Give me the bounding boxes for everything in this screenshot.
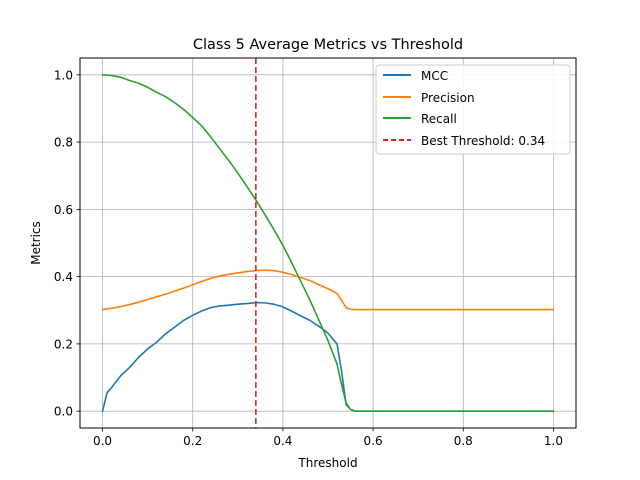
x-tick-label: 0.2 [183,434,202,448]
y-axis-ticks: 0.0 0.2 0.4 0.6 0.8 1.0 [54,68,80,419]
axes-frame [79,57,577,429]
y-tick-label: 1.0 [54,68,73,82]
y-tick-label: 0.8 [54,136,73,150]
y-tick-label: 0.2 [54,337,73,351]
x-axis-label: Threshold [297,456,357,470]
y-tick-label: 0.6 [54,203,73,217]
y-tick-label: 0.0 [54,405,73,419]
series-line-recall [101,74,555,412]
y-axis-label: Metrics [29,221,43,265]
chart-title: Class 5 Average Metrics vs Threshold [193,37,463,53]
legend-box [375,64,571,155]
y-tick-label: 0.4 [54,270,73,284]
legend: MCC Precision Recall Best Threshold: 0.3… [375,64,571,155]
x-tick-label: 0.4 [273,434,292,448]
series-line-precision [101,269,555,311]
x-tick-label: 0.6 [364,434,383,448]
x-axis-ticks: 0.0 0.2 0.4 0.6 0.8 1.0 [93,428,563,448]
legend-mcc-label: MCC [421,69,448,83]
series-lines [101,74,555,412]
x-tick-label: 1.0 [544,434,563,448]
legend-recall-label: Recall [421,112,457,126]
legend-precision-label: Precision [421,91,475,105]
x-tick-label: 0.0 [93,434,112,448]
legend-best-threshold-label: Best Threshold: 0.34 [421,134,545,148]
x-tick-label: 0.8 [454,434,473,448]
